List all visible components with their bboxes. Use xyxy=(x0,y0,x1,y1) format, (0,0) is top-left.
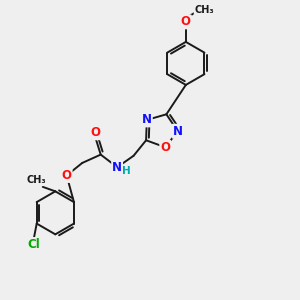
Text: O: O xyxy=(62,169,72,182)
Text: CH₃: CH₃ xyxy=(27,175,46,185)
Text: N: N xyxy=(112,161,122,174)
Text: O: O xyxy=(181,15,191,28)
Text: O: O xyxy=(90,126,100,139)
Text: N: N xyxy=(142,113,152,126)
Text: CH₃: CH₃ xyxy=(194,5,214,15)
Text: H: H xyxy=(122,166,131,176)
Text: N: N xyxy=(173,125,183,138)
Text: O: O xyxy=(160,141,170,154)
Text: Cl: Cl xyxy=(27,238,40,251)
